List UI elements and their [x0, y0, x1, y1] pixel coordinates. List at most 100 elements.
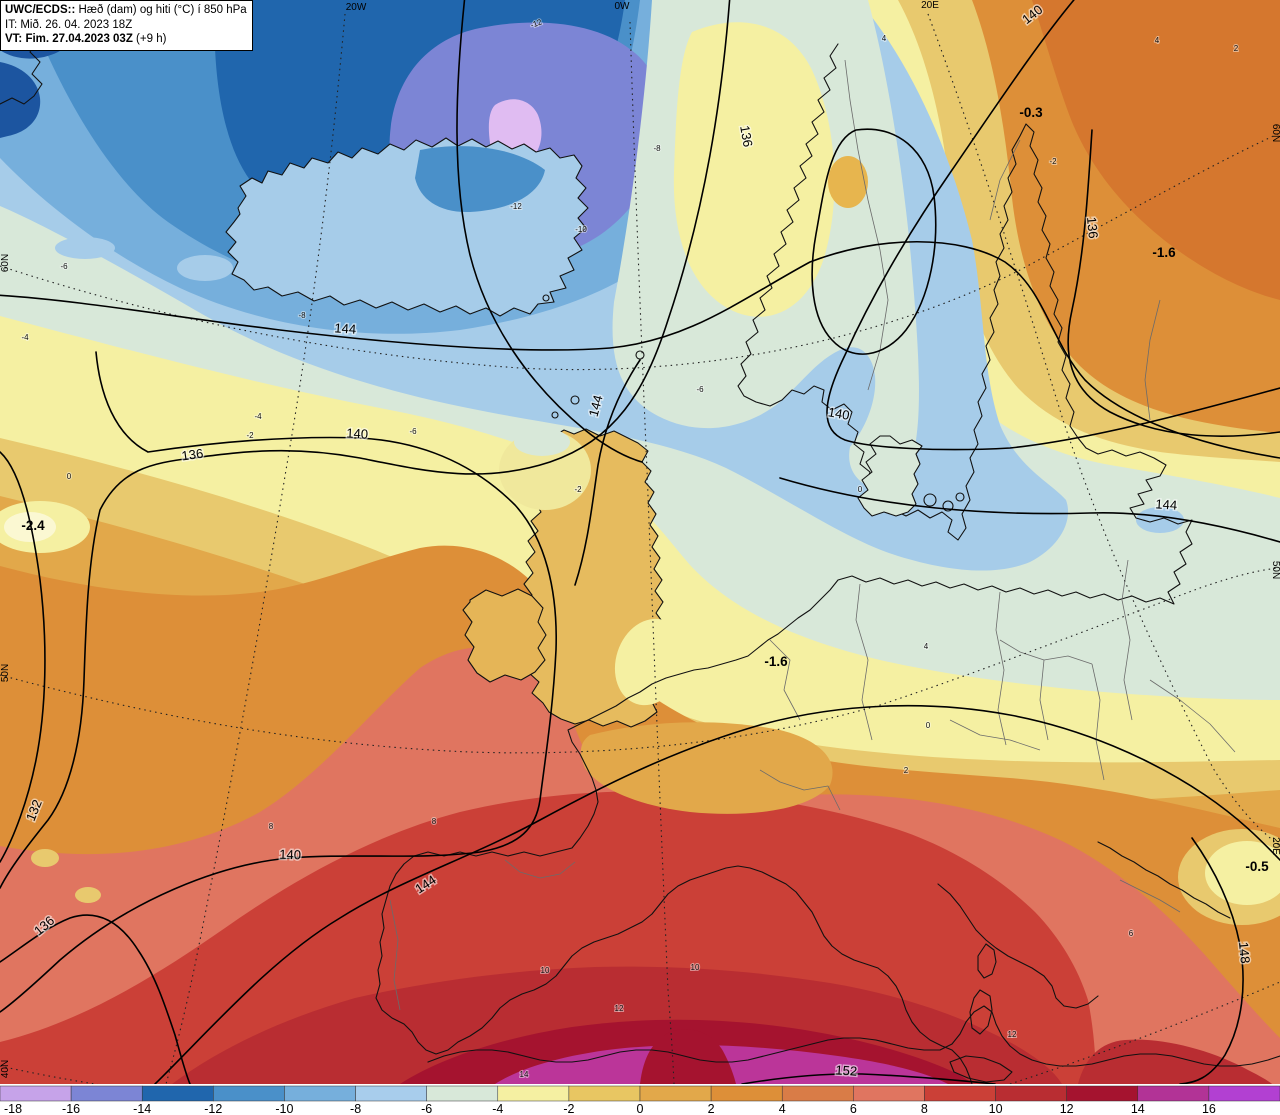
temperature-minor-label: -10	[575, 225, 587, 234]
colorbar-tick-label: 8	[921, 1102, 928, 1115]
temperature-minor-label: -2	[574, 485, 582, 494]
temperature-extremum-label: -1.6	[764, 654, 788, 669]
colorbar-tick-label: -16	[62, 1102, 80, 1115]
height-contour-label: 148	[1236, 941, 1253, 964]
height-contour-label: 140	[346, 425, 368, 441]
temperature-extremum-label: -2.4	[21, 518, 45, 533]
colorbar-tick-label: -2	[563, 1102, 574, 1115]
colorbar-tick-label: -10	[275, 1102, 293, 1115]
temperature-minor-label: 0	[858, 485, 863, 494]
temperature-extremum-label: -1.6	[1152, 245, 1176, 260]
title-line-init: IT: Mið. 26. 04. 2023 18Z	[5, 18, 247, 33]
height-contour-label: 152	[835, 1062, 858, 1078]
product-id: UWC/ECDS::	[5, 4, 76, 16]
colorbar-tick-label: 0	[637, 1102, 644, 1115]
temperature-minor-label: 2	[904, 766, 909, 775]
graticule-label: 40N	[0, 1060, 11, 1078]
temperature-minor-label: 12	[1008, 1030, 1017, 1039]
temperature-colorbar: -18 -16 -14 -12 -10 -8 -6 -4 -2 0 2 4 6 8 10 12 14 16	[0, 1085, 1280, 1115]
colorbar-tick-labels: -18 -16 -14 -12 -10 -8 -6 -4 -2 0 2 4 6 8 10 12 14 16	[4, 1102, 1216, 1115]
temperature-extrema-labels: -0.3 -1.6 -2.4 -1.6 -0.5	[21, 105, 1269, 874]
colorbar-tick-label: 16	[1202, 1102, 1216, 1115]
temperature-minor-label: -6	[696, 385, 704, 394]
temperature-minor-label: 0	[67, 472, 72, 481]
colorbar-tick-label: 6	[850, 1102, 857, 1115]
graticule-layer	[0, 13, 1280, 1084]
temperature-minor-label: 4	[924, 642, 929, 651]
temperature-minor-label: 4	[882, 34, 887, 43]
temperature-minor-label: 6	[1129, 929, 1134, 938]
colorbar-tick-label: 4	[779, 1102, 786, 1115]
temperature-minor-label: 12	[615, 1004, 624, 1013]
temperature-extremum-label: -0.3	[1019, 105, 1043, 120]
title-line-valid: VT: Fim. 27.04.2023 03Z (+9 h)	[5, 32, 247, 47]
graticule-label: 0W	[615, 1, 631, 12]
colorbar-cell	[497, 1085, 570, 1102]
colorbar-tick-label: -18	[4, 1102, 22, 1115]
graticule-label: 60N	[0, 254, 11, 272]
colorbar-cell	[639, 1085, 712, 1102]
graticule-label: 20E	[921, 0, 939, 11]
colorbar-tick-label: -6	[421, 1102, 432, 1115]
colorbar-tick-label: -4	[492, 1102, 503, 1115]
temperature-minor-label: 10	[541, 966, 550, 975]
colorbar-cell	[1137, 1085, 1210, 1102]
graticule-label: 20E	[1270, 837, 1280, 855]
colorbar-tick-label: 2	[708, 1102, 715, 1115]
colorbar-cell	[0, 1085, 72, 1102]
colorbar-tick-label: -12	[204, 1102, 222, 1115]
graticule-label: 20W	[346, 2, 367, 13]
init-time: IT: Mið. 26. 04. 2023 18Z	[5, 18, 133, 31]
colorbar-cell	[355, 1085, 427, 1102]
weather-map-canvas: 1441401361361441401361401441321361401441…	[0, 0, 1280, 1084]
temperature-minor-label: 10	[691, 963, 700, 972]
temperature-minor-label: -12	[510, 202, 522, 211]
temperature-minor-label: 14	[520, 1070, 529, 1079]
colorbar-cell	[70, 1085, 143, 1102]
temperature-minor-label: -2	[1049, 157, 1057, 166]
height-contour-label: 144	[1155, 496, 1178, 512]
colorbar-cell	[853, 1085, 925, 1102]
colorbar-cell	[1208, 1085, 1280, 1102]
coastline-layer	[0, 21, 1280, 1084]
colorbar-tick-label: -14	[133, 1102, 151, 1115]
height-contour-label: 144	[334, 320, 357, 336]
colorbar-cell	[213, 1085, 285, 1102]
temperature-minor-label: -2	[246, 431, 254, 440]
height-contour-label: 144	[586, 393, 606, 418]
colorbar-tick-label: -8	[350, 1102, 361, 1115]
graticule-label: 50N	[0, 664, 11, 682]
valid-time: VT: Fim. 27.04.2023 03Z	[5, 33, 133, 46]
height-contour-label: 136	[1084, 216, 1101, 239]
temperature-extremum-label: -0.5	[1245, 859, 1269, 874]
colorbar-tick-label: 12	[1060, 1102, 1074, 1115]
colorbar-tick-label: 10	[989, 1102, 1003, 1115]
colorbar-cell	[710, 1085, 783, 1102]
temperature-minor-label: -4	[21, 333, 29, 342]
temperature-minor-label: 4	[1155, 36, 1160, 45]
colorbar-cell	[141, 1085, 214, 1102]
height-contour-label: 136	[181, 446, 205, 464]
temperature-minor-label: 8	[432, 817, 437, 826]
graticule-labels: 20W 0W 20E 60N 50N 40N 60N 50N 20E	[0, 0, 1280, 1078]
temperature-minor-label: 0	[926, 721, 931, 730]
valid-offset: (+9 h)	[132, 33, 167, 46]
temperature-minor-label: 8	[269, 822, 274, 831]
temperature-minor-label: -8	[298, 311, 306, 320]
temperature-minor-label: -6	[60, 262, 68, 271]
temperature-minor-label: -4	[254, 412, 262, 421]
colorbar-tick-label: 14	[1131, 1102, 1145, 1115]
map-title-box: UWC/ECDS:: Hæð (dam) og hiti (°C) í 850 …	[0, 0, 253, 52]
colorbar-cell	[924, 1085, 996, 1102]
product-desc: Hæð (dam) og hiti (°C) í 850 hPa	[75, 4, 247, 16]
title-line-product: UWC/ECDS:: Hæð (dam) og hiti (°C) í 850 …	[5, 3, 247, 18]
colorbar-cell	[426, 1085, 499, 1102]
graticule-label: 50N	[1270, 561, 1280, 579]
temperature-minor-label: -8	[653, 144, 661, 153]
height-contour-layer	[0, 0, 1280, 1084]
colorbar-cell	[284, 1085, 356, 1102]
colorbar-cell	[781, 1085, 854, 1102]
height-contour-label: 136	[737, 124, 756, 148]
temperature-fill-layer	[0, 0, 1280, 1084]
